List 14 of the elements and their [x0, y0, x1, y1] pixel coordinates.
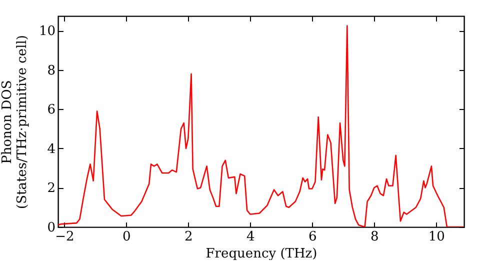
x-tick-label: 10 [428, 230, 445, 244]
y-tick-label: 8 [47, 63, 56, 78]
x-tick-label: 6 [308, 230, 317, 244]
line-series [58, 25, 464, 227]
y-axis-title: Phonon DOS (States/THz·primitive cell) [0, 34, 30, 210]
x-tick-label: 2 [184, 230, 193, 244]
x-tick-label: 8 [370, 230, 379, 244]
y-tick-label: 10 [38, 24, 56, 40]
x-tick-label: 0 [122, 230, 131, 244]
y-tick-label: 6 [47, 102, 56, 118]
x-tick-label: −2 [55, 230, 74, 244]
y-tick-label: 4 [47, 142, 56, 157]
y-tick-label: 2 [47, 181, 56, 196]
x-tick-label: 4 [246, 230, 255, 244]
